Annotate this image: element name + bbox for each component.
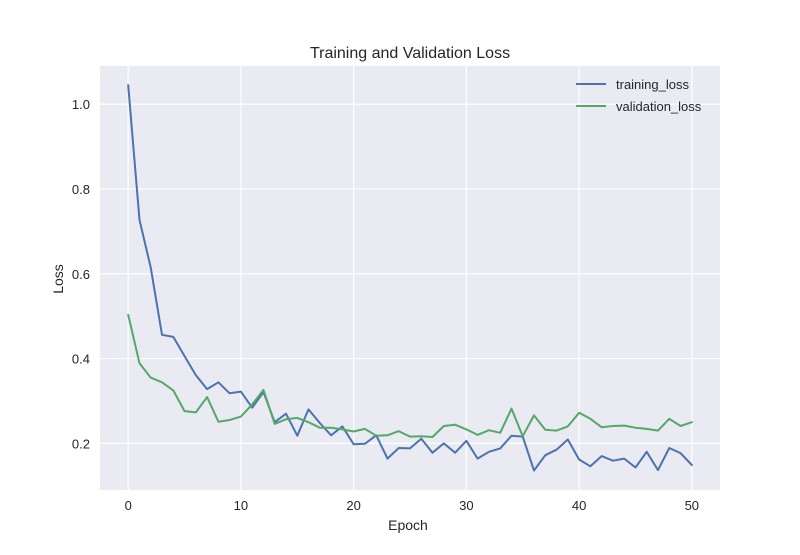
legend-label-validation-loss: validation_loss xyxy=(616,99,702,114)
x-tick-label: 30 xyxy=(459,498,473,513)
x-axis-label: Epoch xyxy=(388,517,428,533)
x-tick-label: 50 xyxy=(685,498,699,513)
validation-loss-line xyxy=(127,313,693,438)
x-tick-label: 0 xyxy=(125,498,132,513)
y-tick-label: 0.4 xyxy=(72,352,90,367)
tick-labels: 0 10 20 30 40 50 0.2 0.4 0.6 0.8 1.0 xyxy=(72,97,699,513)
x-tick-label: 20 xyxy=(346,498,360,513)
x-tick-label: 10 xyxy=(234,498,248,513)
y-tick-label: 0.8 xyxy=(72,182,90,197)
chart-title: Training and Validation Loss xyxy=(310,45,510,62)
y-tick-label: 1.0 xyxy=(72,97,90,112)
x-tick-label: 40 xyxy=(572,498,586,513)
plot-area xyxy=(100,66,720,490)
grid xyxy=(100,66,720,490)
y-axis-label: Loss xyxy=(50,264,66,294)
series-lines xyxy=(127,84,693,472)
y-tick-label: 0.2 xyxy=(72,436,90,451)
y-tick-label: 0.6 xyxy=(72,267,90,282)
legend-label-training-loss: training_loss xyxy=(616,77,689,92)
training-loss-line xyxy=(127,84,693,472)
legend: training_loss validation_loss xyxy=(576,77,702,114)
